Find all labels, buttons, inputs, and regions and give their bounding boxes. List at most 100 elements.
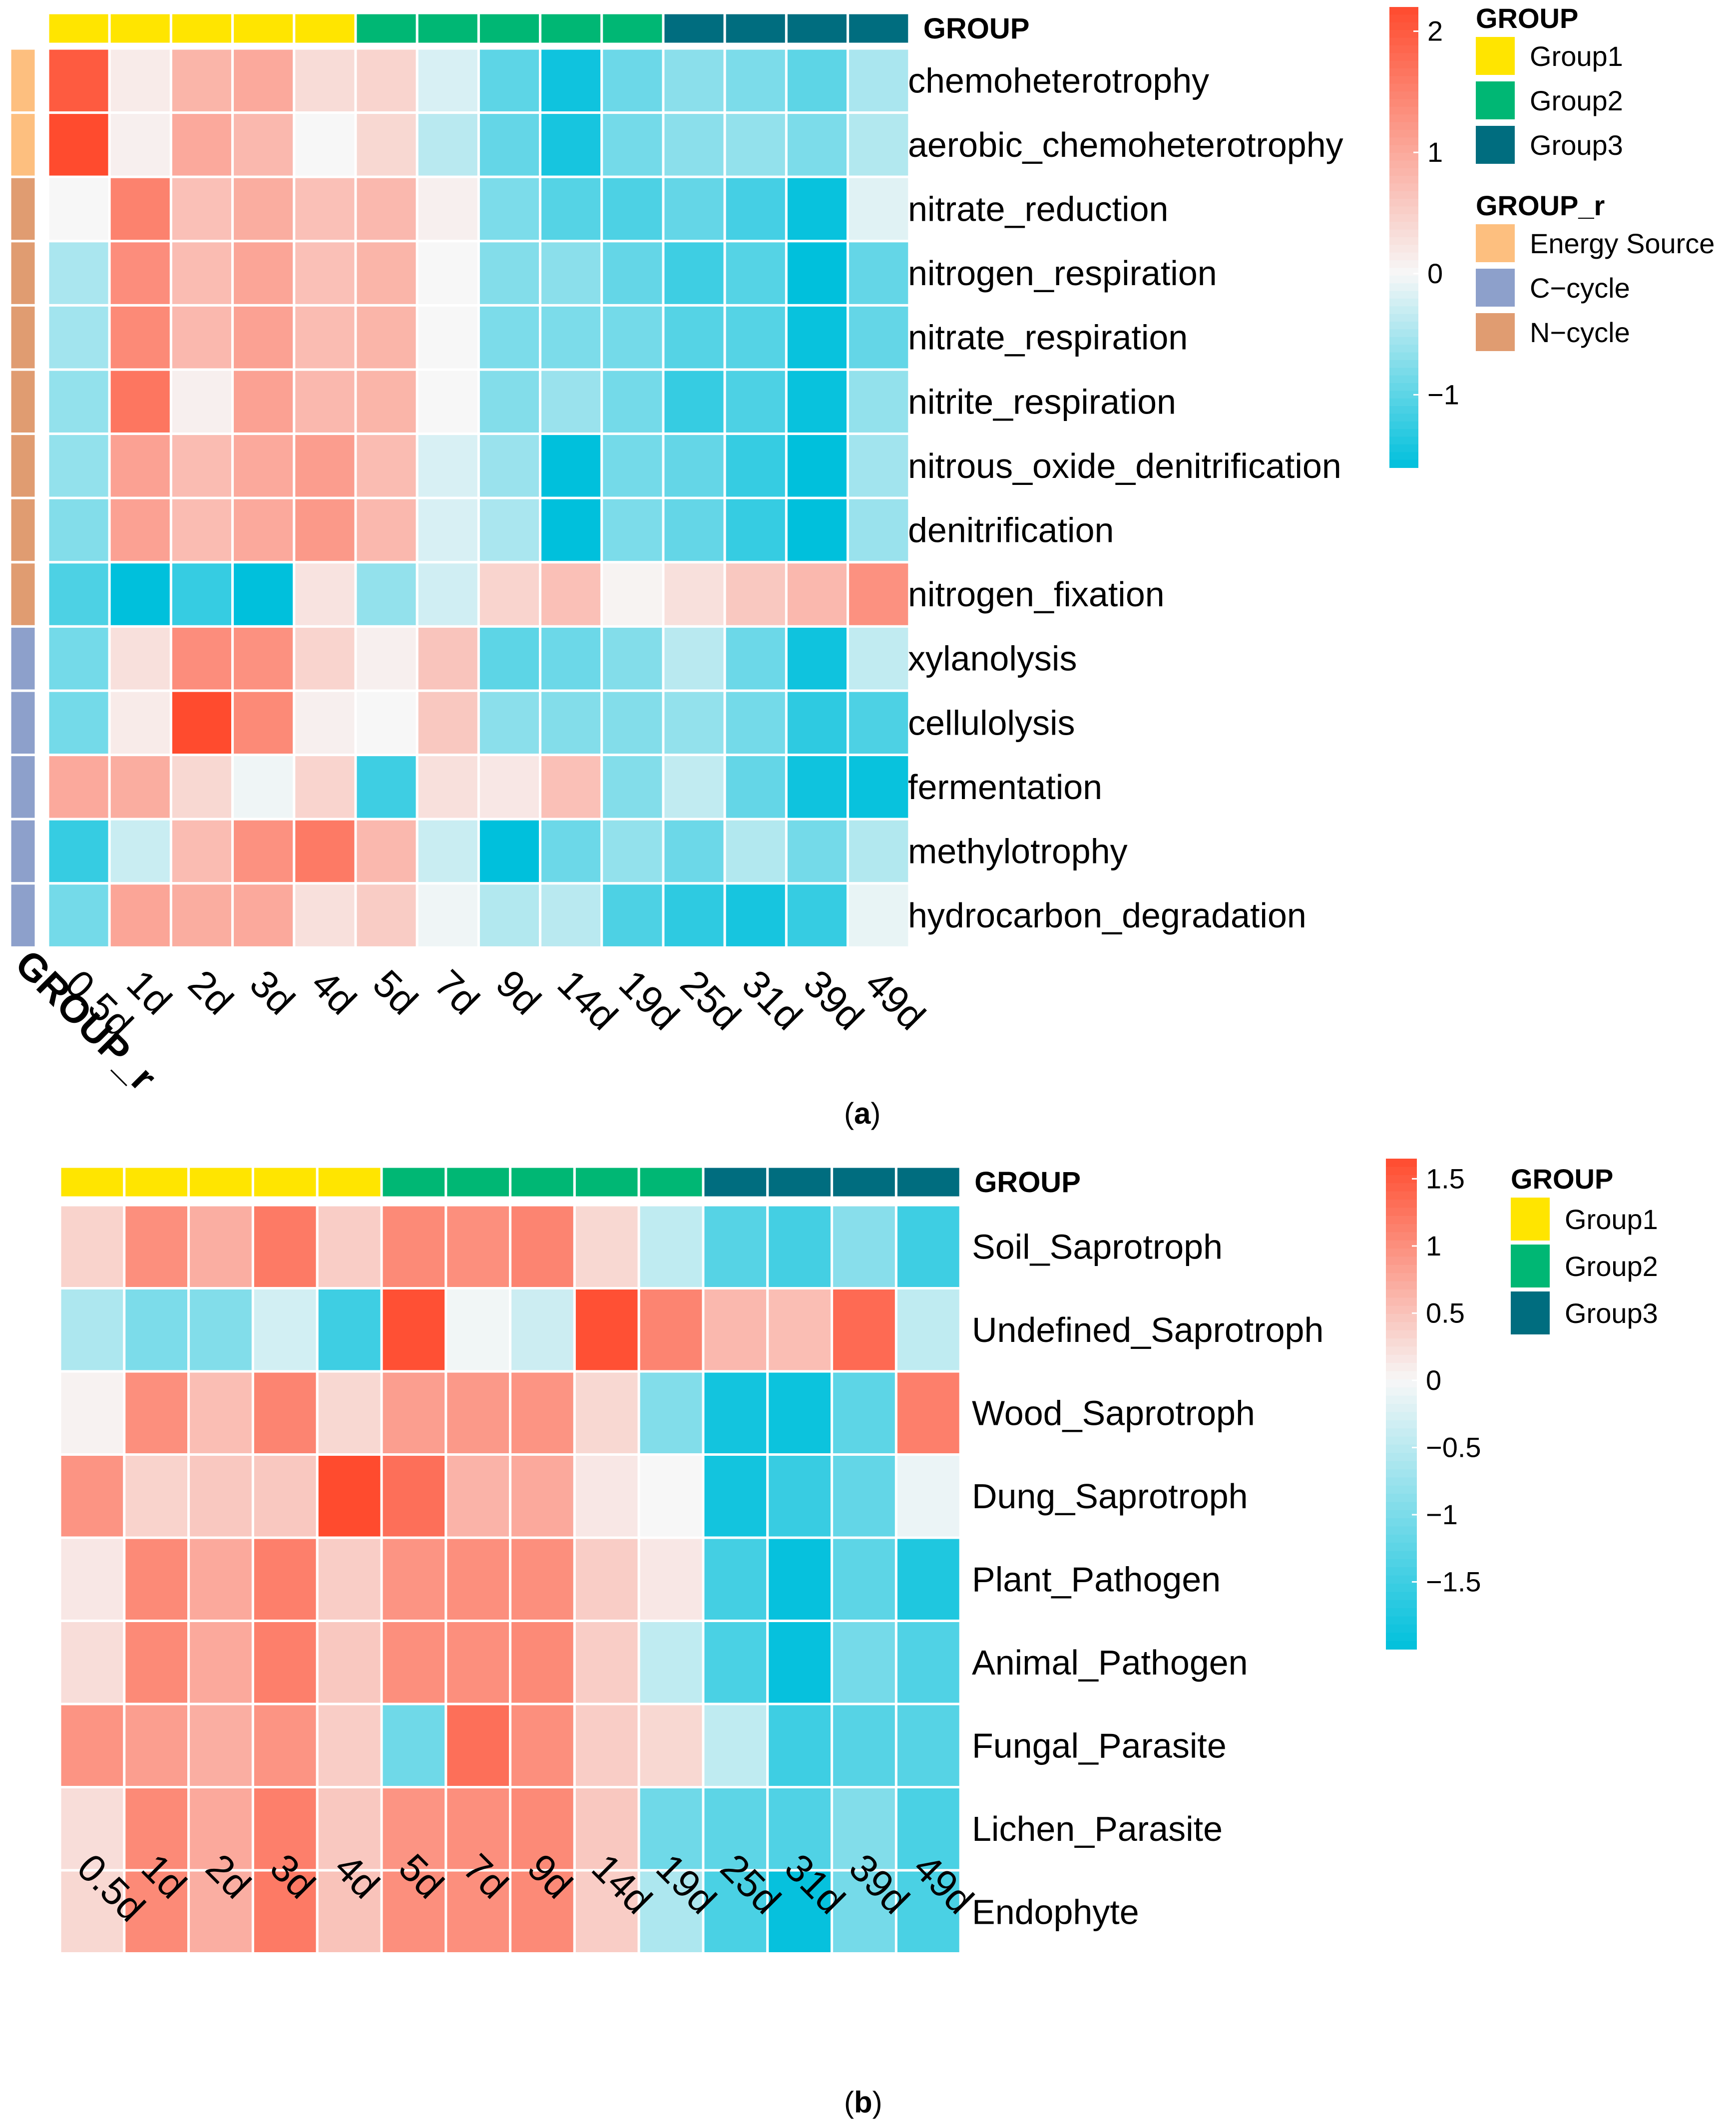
- heatmap-cell: [785, 496, 850, 564]
- row-label: Plant_Pathogen: [972, 1560, 1221, 1599]
- legend-swatch: [1511, 1291, 1550, 1334]
- heatmap-cell: [766, 1869, 834, 1955]
- heatmap-cell: [46, 818, 111, 885]
- group-annotation-cell: [46, 11, 111, 45]
- heatmap-cell: [600, 47, 665, 114]
- heatmap-cell: [316, 1453, 383, 1539]
- heatmap-cell: [293, 754, 357, 821]
- colorbar-segment: [1389, 229, 1418, 238]
- heatmap-cell: [416, 432, 480, 499]
- colorbar-segment: [1389, 206, 1418, 215]
- heatmap-cell: [831, 1204, 897, 1289]
- heatmap-cell: [251, 1204, 319, 1289]
- heatmap-b-group-annotation: [58, 1165, 962, 1199]
- colorbar-segment: [1386, 1534, 1417, 1544]
- colorbar-segment: [1389, 452, 1418, 460]
- colorbar-segment: [1389, 45, 1418, 54]
- colorbar-segment: [1386, 1616, 1417, 1625]
- row-label: denitrification: [908, 511, 1114, 550]
- heatmap-cell: [169, 368, 234, 435]
- heatmap-cell: [509, 1869, 576, 1955]
- heatmap-cell: [831, 1287, 897, 1373]
- colorbar-segment: [1386, 1273, 1417, 1282]
- colorbar-segment: [1389, 122, 1418, 130]
- colorbar-segment: [1389, 145, 1418, 153]
- heatmap-cell: [416, 175, 480, 243]
- heatmap-cell: [46, 432, 111, 499]
- heatmap-cell: [231, 818, 296, 885]
- heatmap-cell: [316, 1287, 383, 1373]
- row-label: Wood_Saprotroph: [972, 1393, 1255, 1432]
- heatmap-cell: [444, 1204, 512, 1289]
- heatmap-cell: [293, 304, 357, 371]
- colorbar-segment: [1386, 1322, 1417, 1331]
- heatmap-cell: [539, 47, 603, 114]
- heatmap-cell: [785, 754, 850, 821]
- heatmap-cell: [416, 882, 480, 949]
- group-annotation-cell: [444, 1165, 512, 1199]
- colorbar-segment: [1386, 1624, 1417, 1634]
- heatmap-cell: [169, 47, 234, 114]
- heatmap-cell: [58, 1869, 126, 1955]
- colorbar-segment: [1389, 14, 1418, 23]
- colorbar-segment: [1386, 1518, 1417, 1527]
- colorbar-segment: [1386, 1551, 1417, 1560]
- legend-swatch: [1476, 37, 1515, 75]
- heatmap-cell: [539, 496, 603, 564]
- column-label: 7d: [426, 961, 488, 1023]
- group-annotation-cell: [785, 11, 850, 45]
- colorbar-segment: [1389, 352, 1418, 361]
- heatmap-cell: [316, 1869, 383, 1955]
- heatmap-cell: [316, 1620, 383, 1705]
- colorbar-segment: [1389, 60, 1418, 69]
- colorbar-segment: [1389, 360, 1418, 369]
- group-annotation-cell: [662, 11, 726, 45]
- heatmap-cell: [416, 818, 480, 885]
- heatmap-cell: [662, 818, 726, 885]
- heatmap-cell: [831, 1869, 897, 1955]
- heatmap-cell: [662, 175, 726, 243]
- heatmap-cell: [573, 1869, 640, 1955]
- heatmap-cell: [600, 432, 665, 499]
- row-annotation-cell: [8, 496, 37, 564]
- row-annotation-cell: [8, 240, 37, 307]
- heatmap-cell: [831, 1620, 897, 1705]
- heatmap-cell: [293, 818, 357, 885]
- heatmap-cell: [539, 240, 603, 307]
- heatmap-cell: [662, 496, 726, 564]
- legend-title: GROUP: [1476, 2, 1578, 34]
- heatmap-cell: [539, 689, 603, 757]
- heatmap-cell: [108, 689, 172, 757]
- colorbar-segment: [1389, 91, 1418, 100]
- heatmap-cell: [169, 496, 234, 564]
- colorbar-segment: [1386, 1387, 1417, 1396]
- heatmap-cell: [637, 1536, 705, 1622]
- heatmap-cell: [477, 561, 542, 628]
- heatmap-cell: [477, 754, 542, 821]
- row-annotation-cell: [8, 689, 37, 757]
- heatmap-cell: [108, 240, 172, 307]
- heatmap-cell: [293, 625, 357, 692]
- heatmap-cell: [416, 304, 480, 371]
- colorbar-segment: [1389, 37, 1418, 46]
- heatmap-cell: [723, 432, 788, 499]
- group-annotation-cell: [894, 1165, 962, 1199]
- legend-label: N−cycle: [1530, 317, 1630, 348]
- colorbar-segment: [1389, 375, 1418, 384]
- heatmap-cell: [637, 1620, 705, 1705]
- heatmap-cell: [894, 1620, 962, 1705]
- colorbar-segment: [1386, 1338, 1417, 1347]
- column-label: 4d: [303, 961, 365, 1023]
- heatmap-cell: [46, 111, 111, 178]
- row-label: Soil_Saprotroph: [972, 1227, 1223, 1266]
- colorbar-segment: [1389, 76, 1418, 84]
- heatmap-cell: [539, 754, 603, 821]
- colorbar-segment: [1386, 1167, 1417, 1176]
- colorbar-segment: [1386, 1559, 1417, 1568]
- colorbar-segment: [1389, 214, 1418, 223]
- heatmap-cell: [354, 304, 419, 371]
- heatmap-cell: [637, 1370, 705, 1456]
- group-annotation-cell: [477, 11, 542, 45]
- heatmap-cell: [509, 1453, 576, 1539]
- colorbar-segment: [1386, 1543, 1417, 1552]
